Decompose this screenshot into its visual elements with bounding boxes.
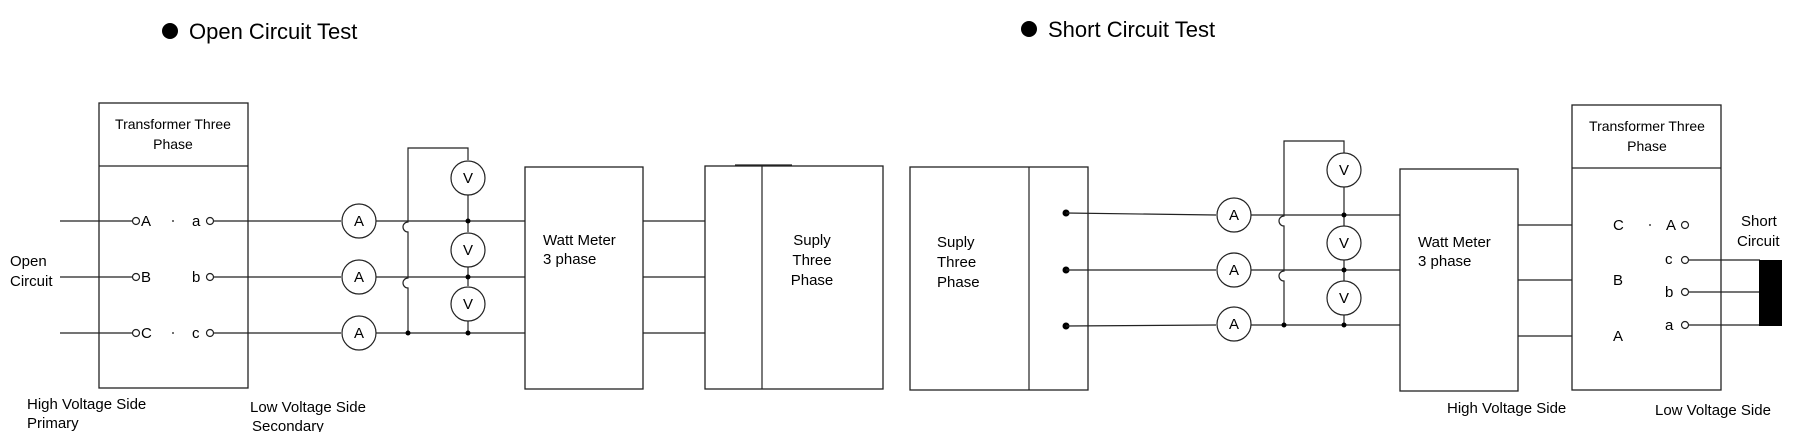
svg-text:Watt Meter: Watt Meter bbox=[1418, 234, 1491, 251]
svg-text:3 phase: 3 phase bbox=[1418, 253, 1471, 270]
terminal-c: c bbox=[1665, 251, 1673, 268]
svg-text:V: V bbox=[463, 242, 473, 259]
short-test-title: Short Circuit Test bbox=[1048, 17, 1215, 42]
terminal-b: b bbox=[192, 269, 200, 286]
svg-text:Phase: Phase bbox=[791, 272, 834, 289]
terminal-C: C bbox=[141, 325, 152, 342]
short-circuit-test: Short Circuit Test Suply Three Phase A A… bbox=[909, 17, 1782, 419]
transformer-label-line1: Transformer Three bbox=[1589, 118, 1705, 134]
svg-text:V: V bbox=[463, 170, 473, 187]
lv-side-label: Low Voltage Side bbox=[250, 399, 366, 416]
svg-text:3 phase: 3 phase bbox=[543, 251, 596, 268]
svg-text:Three: Three bbox=[937, 254, 976, 271]
svg-text:V: V bbox=[1339, 235, 1349, 252]
supply-box bbox=[909, 166, 1089, 391]
open-test-title: Open Circuit Test bbox=[189, 19, 357, 44]
open-circuit-label-line2: Circuit bbox=[10, 273, 53, 290]
terminal-c: c bbox=[192, 325, 200, 342]
svg-text:A: A bbox=[1229, 262, 1239, 279]
short-circuit-label-line2: Circuit bbox=[1737, 233, 1780, 250]
hv-side-label: High Voltage Side bbox=[27, 396, 146, 413]
terminal-C: C bbox=[1613, 217, 1624, 234]
transformer-label-line1: Transformer Three bbox=[115, 116, 231, 132]
ammeter-icon bbox=[1216, 306, 1252, 342]
svg-text:Suply: Suply bbox=[793, 232, 831, 249]
terminal-a: a bbox=[192, 213, 201, 230]
wattmeter-box bbox=[1399, 168, 1519, 392]
svg-text:Suply: Suply bbox=[937, 234, 975, 251]
terminal-a: a bbox=[1665, 317, 1674, 334]
transformer-label-line2: Phase bbox=[153, 136, 193, 152]
primary-label: Primary bbox=[27, 415, 79, 432]
terminal-A-secondary: A bbox=[1666, 217, 1676, 234]
transformer-box bbox=[1571, 104, 1722, 391]
terminal-b: b bbox=[1665, 284, 1673, 301]
terminal-A: A bbox=[141, 213, 151, 230]
svg-text:Three: Three bbox=[792, 252, 831, 269]
supply-box bbox=[704, 165, 884, 390]
open-circuit-label-line1: Open bbox=[10, 253, 47, 270]
svg-text:V: V bbox=[1339, 290, 1349, 307]
terminal-A: A bbox=[1613, 328, 1623, 345]
wattmeter-box bbox=[524, 166, 644, 390]
terminal-B: B bbox=[1613, 272, 1623, 289]
short-circuit-label-line1: Short bbox=[1741, 213, 1778, 230]
svg-text:Watt Meter: Watt Meter bbox=[543, 232, 616, 249]
svg-text:A: A bbox=[1229, 207, 1239, 224]
svg-text:V: V bbox=[463, 296, 473, 313]
svg-text:A: A bbox=[354, 325, 364, 342]
svg-text:Phase: Phase bbox=[937, 274, 980, 291]
hv-side-label: High Voltage Side bbox=[1447, 400, 1566, 417]
terminal-B: B bbox=[141, 269, 151, 286]
secondary-label: Secondary bbox=[252, 418, 324, 432]
open-circuit-test: Open Circuit Test Transformer Three Phas… bbox=[10, 19, 884, 432]
transformer-label-line2: Phase bbox=[1627, 138, 1667, 154]
svg-text:A: A bbox=[354, 213, 364, 230]
short-circuit-bar bbox=[1759, 260, 1782, 326]
transformer-box bbox=[98, 102, 249, 389]
bullet-icon bbox=[1021, 21, 1037, 37]
svg-text:A: A bbox=[354, 269, 364, 286]
lv-side-label: Low Voltage Side bbox=[1655, 402, 1771, 419]
svg-text:A: A bbox=[1229, 316, 1239, 333]
bullet-icon bbox=[162, 23, 178, 39]
svg-text:V: V bbox=[1339, 162, 1349, 179]
